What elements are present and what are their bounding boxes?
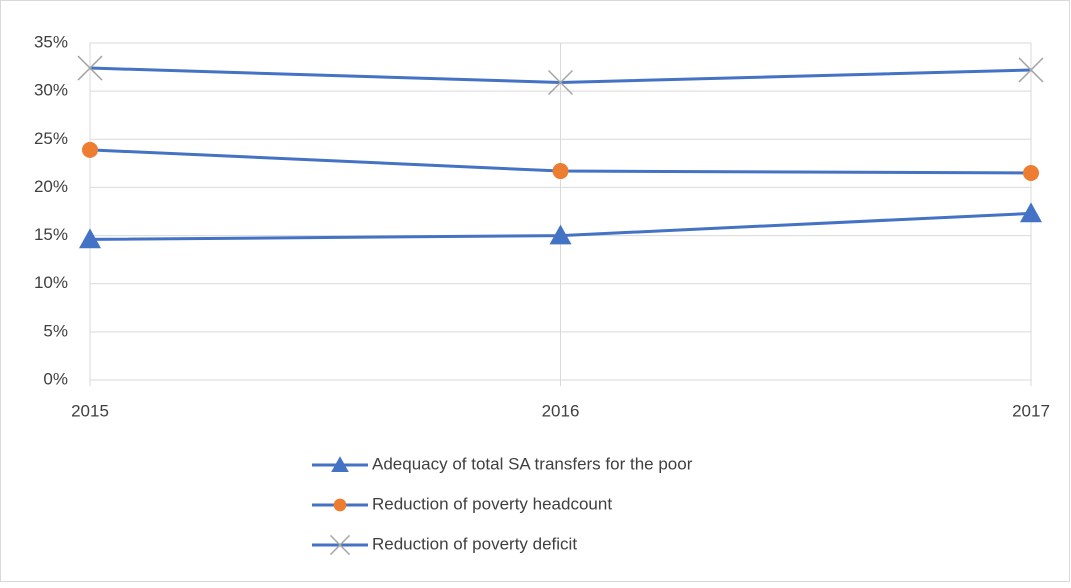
x-tick-label: 2015: [71, 401, 109, 420]
y-tick-label: 15%: [34, 225, 68, 244]
marker-triangle: [331, 456, 349, 473]
y-tick-label: 20%: [34, 177, 68, 196]
legend-label: Adequacy of total SA transfers for the p…: [372, 454, 693, 473]
marker-x: [329, 534, 351, 556]
marker-circle: [1023, 164, 1039, 181]
marker-triangle: [549, 224, 572, 245]
y-tick-label: 0%: [43, 369, 68, 388]
x-tick-label: 2017: [1012, 401, 1050, 420]
y-tick-label: 25%: [34, 129, 68, 148]
y-tick-label: 10%: [34, 273, 68, 292]
marker-triangle: [79, 228, 101, 249]
legend-label: Reduction of poverty headcount: [372, 494, 612, 513]
marker-x: [1018, 57, 1044, 83]
x-tick-label: 2016: [542, 401, 580, 420]
marker-circle: [82, 141, 98, 158]
marker-x: [77, 55, 103, 81]
y-tick-label: 5%: [43, 321, 68, 340]
marker-circle: [333, 498, 347, 512]
legend-label: Reduction of poverty deficit: [372, 534, 577, 553]
marker-x: [547, 69, 574, 96]
y-tick-label: 35%: [34, 32, 68, 51]
marker-triangle: [1020, 202, 1042, 223]
marker-circle: [552, 163, 569, 180]
y-tick-label: 30%: [34, 81, 68, 100]
